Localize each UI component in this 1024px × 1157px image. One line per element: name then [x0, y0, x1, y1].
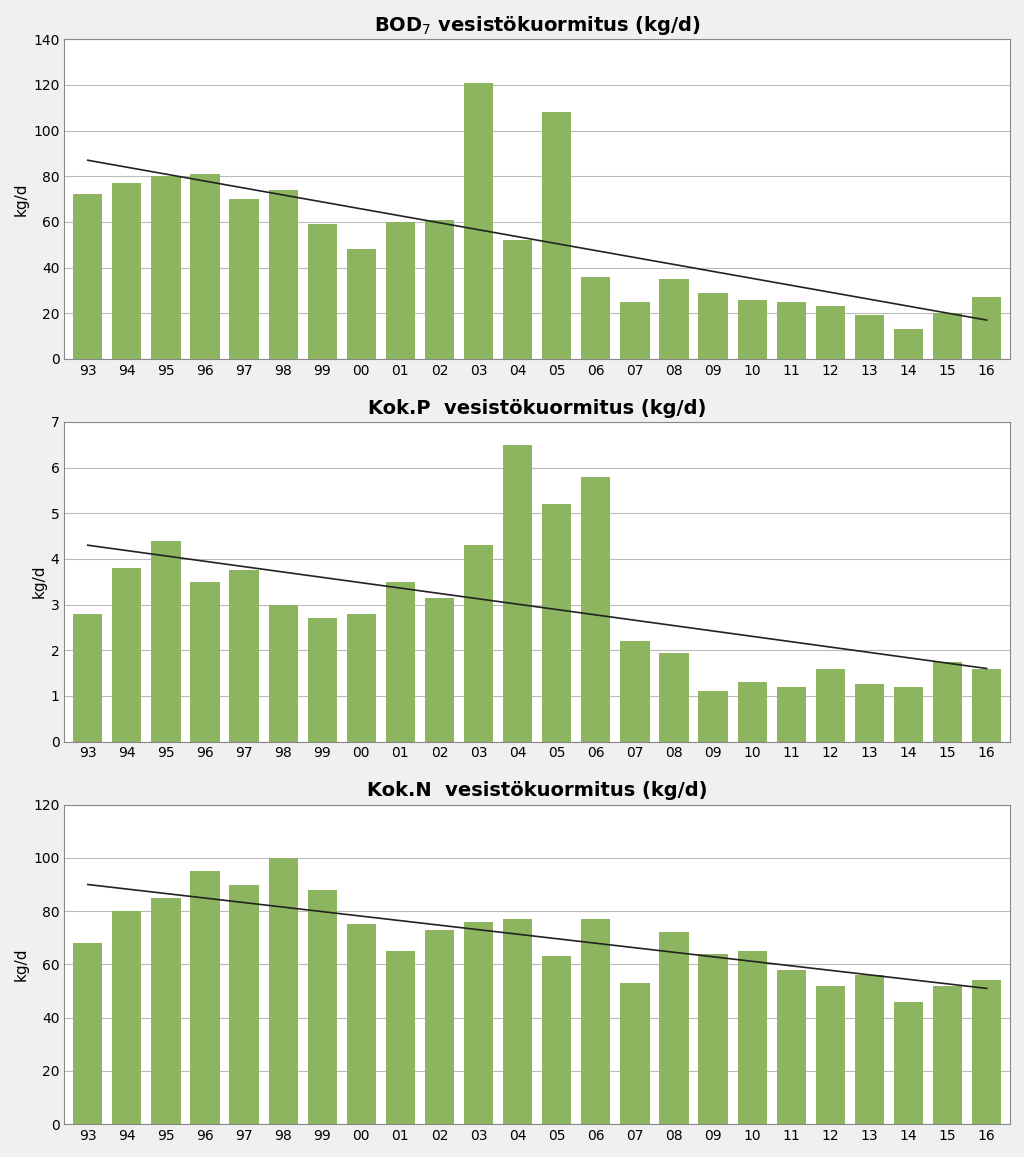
Y-axis label: kg/d: kg/d [14, 183, 29, 216]
Bar [855, 685, 884, 742]
Bar [894, 687, 924, 742]
Bar [73, 943, 102, 1125]
Bar [737, 951, 767, 1125]
Bar [621, 641, 649, 742]
Bar [152, 540, 180, 742]
Bar [152, 898, 180, 1125]
Bar [933, 314, 963, 359]
Bar [816, 669, 845, 742]
Bar [307, 890, 337, 1125]
Bar [933, 662, 963, 742]
Bar [113, 568, 141, 742]
Bar [776, 970, 806, 1125]
Bar [894, 330, 924, 359]
Bar [776, 302, 806, 359]
Bar [425, 220, 455, 359]
Bar [542, 112, 571, 359]
Bar [776, 687, 806, 742]
Bar [464, 82, 494, 359]
Bar [698, 953, 728, 1125]
Bar [933, 986, 963, 1125]
Bar [190, 582, 220, 742]
Bar [307, 224, 337, 359]
Bar [229, 570, 259, 742]
Bar [894, 1002, 924, 1125]
Bar [855, 316, 884, 359]
Bar [229, 199, 259, 359]
Bar [190, 871, 220, 1125]
Bar [347, 924, 376, 1125]
Bar [582, 277, 610, 359]
Bar [503, 919, 532, 1125]
Bar [190, 174, 220, 359]
Bar [542, 957, 571, 1125]
Bar [113, 912, 141, 1125]
Bar [268, 857, 298, 1125]
Bar [464, 545, 494, 742]
Bar [386, 222, 415, 359]
Bar [347, 613, 376, 742]
Bar [307, 618, 337, 742]
Bar [73, 613, 102, 742]
Bar [621, 983, 649, 1125]
Bar [816, 986, 845, 1125]
Bar [425, 930, 455, 1125]
Bar [229, 884, 259, 1125]
Bar [113, 183, 141, 359]
Bar [659, 933, 689, 1125]
Bar [582, 477, 610, 742]
Bar [386, 582, 415, 742]
Bar [464, 922, 494, 1125]
Bar [698, 692, 728, 742]
Title: Kok.P  vesistökuormitus (kg/d): Kok.P vesistökuormitus (kg/d) [368, 398, 707, 418]
Bar [347, 249, 376, 359]
Bar [582, 919, 610, 1125]
Bar [737, 300, 767, 359]
Title: BOD$_7$ vesistökuormitus (kg/d): BOD$_7$ vesistökuormitus (kg/d) [374, 14, 700, 37]
Bar [698, 293, 728, 359]
Bar [268, 190, 298, 359]
Bar [503, 241, 532, 359]
Bar [855, 975, 884, 1125]
Bar [972, 297, 1001, 359]
Bar [73, 194, 102, 359]
Bar [542, 504, 571, 742]
Bar [386, 951, 415, 1125]
Bar [621, 302, 649, 359]
Bar [972, 980, 1001, 1125]
Bar [268, 605, 298, 742]
Y-axis label: kg/d: kg/d [32, 565, 46, 598]
Y-axis label: kg/d: kg/d [14, 948, 29, 981]
Bar [659, 279, 689, 359]
Title: Kok.N  vesistökuormitus (kg/d): Kok.N vesistökuormitus (kg/d) [367, 781, 708, 801]
Bar [659, 653, 689, 742]
Bar [972, 669, 1001, 742]
Bar [737, 683, 767, 742]
Bar [425, 598, 455, 742]
Bar [152, 176, 180, 359]
Bar [816, 307, 845, 359]
Bar [503, 444, 532, 742]
